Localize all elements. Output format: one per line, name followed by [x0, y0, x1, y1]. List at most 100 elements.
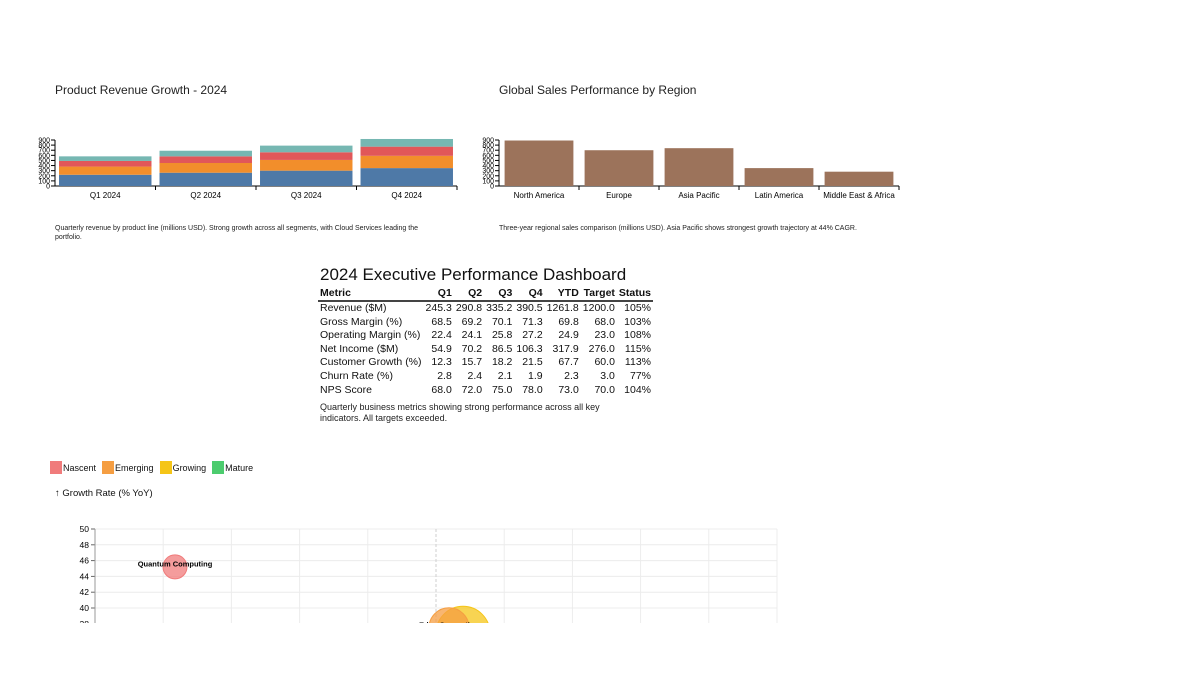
table-cell: 15.7 — [461, 356, 483, 369]
legend-item: Nascent — [50, 461, 96, 474]
table-cell: 68.0 — [431, 383, 452, 396]
dashboard-title: 2024 Executive Performance Dashboard — [320, 265, 627, 284]
table-cell: 103% — [624, 315, 651, 328]
bubble-y-tick-label: 38 — [80, 619, 90, 623]
bubble-point — [162, 554, 188, 580]
bubble-label: Quantum Computing — [138, 559, 213, 568]
chart1-bar-segment — [260, 152, 353, 160]
table-cell: 276.0 — [588, 342, 615, 355]
chart1-bar-segment — [59, 156, 152, 161]
chart2-x-tick-label: Asia Pacific — [678, 191, 719, 200]
table-body: Revenue ($M) 245.3 290.8 335.2 390.5 1261.8 12… — [318, 301, 653, 397]
table-cell: Operating Margin (%) — [320, 329, 421, 342]
table-row: Net Income ($M) 54.9 70.2 86.5 106.3 317.9 276… — [318, 343, 653, 357]
chart1-bar-segment — [360, 146, 453, 156]
table-cell: 68.5 — [431, 315, 452, 328]
table-cell: 317.9 — [552, 342, 579, 355]
table-cell: 25.8 — [491, 329, 513, 342]
table-header-cell: YTD — [544, 287, 581, 302]
metrics-table: Metric Q1 Q2 Q3 Q4 YTD Target Status Revenue ($… — [318, 287, 653, 397]
table-cell: 1.9 — [528, 369, 543, 382]
table-cell: 69.2 — [461, 315, 483, 328]
table-cell: Churn Rate (%) — [320, 369, 393, 382]
legend-label: Emerging — [115, 462, 154, 473]
table-cell: Customer Growth (%) — [320, 356, 422, 369]
table-cell: 24.1 — [461, 329, 483, 342]
chart2-bar — [744, 168, 814, 186]
table-cell: 1261.8 — [546, 302, 579, 314]
table-cell: 75.0 — [491, 383, 513, 396]
table-cell: 68.0 — [594, 315, 615, 328]
table-cell: 22.4 — [431, 329, 452, 342]
table-cell: 27.2 — [522, 329, 543, 342]
chart1-y-tick-label: 400 — [38, 163, 50, 170]
table-row: Operating Margin (%) 22.4 24.1 25.8 27.2 24.9… — [318, 329, 653, 343]
chart1-bar-segment — [260, 159, 353, 171]
chart2-y-tick-label: 400 — [482, 163, 494, 170]
bubble-legend: Nascent Emerging Growing Mature — [50, 461, 253, 474]
chart1-y-tick-label: 700 — [38, 148, 50, 155]
table-cell: 71.3 — [522, 315, 543, 328]
table-cell: 245.3 — [425, 302, 452, 314]
table-cell: 70.2 — [461, 342, 483, 355]
chart1-y-tick-label: 800 — [38, 143, 50, 150]
chart1-x-tick-label: Q3 2024 — [291, 191, 322, 200]
chart1-x-tick-label: Q4 2024 — [391, 191, 422, 200]
table-cell: 78.0 — [522, 383, 543, 396]
table-header-cell: Q4 — [514, 287, 545, 302]
table-cell: 70.1 — [491, 315, 513, 328]
chart1-title: Product Revenue Growth - 2024 — [55, 83, 228, 97]
legend-label: Nascent — [63, 462, 97, 473]
table-cell: 108% — [624, 329, 651, 342]
table-cell: 290.8 — [455, 302, 483, 314]
table-cell: 2.8 — [437, 369, 452, 382]
chart1-caption: Quarterly revenue by product line (milli… — [55, 225, 418, 241]
chart1-bar-segment — [159, 172, 252, 186]
chart1-bar-segment — [260, 170, 353, 186]
table-header-row: Metric Q1 Q2 Q3 Q4 YTD Target Status — [318, 287, 653, 302]
legend-item: Growing — [159, 461, 206, 474]
table-cell: NPS Score — [320, 383, 372, 396]
bubble-y-tick-label: 46 — [80, 556, 90, 566]
chart2-x-tick-label: Latin America — [755, 191, 804, 200]
chart1-bar-segment — [59, 166, 152, 175]
chart1-bar-segment — [260, 145, 353, 153]
chart1-y-tick-label: 0 — [46, 184, 50, 191]
table-cell: 3.0 — [600, 369, 615, 382]
bubble-y-tick-label: 40 — [80, 603, 90, 613]
chart2-y-tick-label: 300 — [482, 168, 494, 175]
table-cell: 86.5 — [491, 342, 513, 355]
table-cell: 73.0 — [558, 383, 579, 396]
bubble-label: Edge Computing — [419, 620, 479, 623]
chart1-bar-segment — [360, 155, 453, 169]
chart1-y-tick-label: 100 — [38, 178, 50, 185]
table-cell: 2.3 — [564, 369, 579, 382]
chart2-y-tick-label: 700 — [482, 148, 494, 155]
table-cell: 24.9 — [558, 329, 579, 342]
bubble-point — [429, 607, 469, 623]
table-cell: Gross Margin (%) — [320, 315, 403, 328]
bubble-y-tick-label: 44 — [80, 571, 90, 581]
chart2-bar — [584, 150, 654, 186]
table-cell: 1200.0 — [582, 302, 615, 314]
table-cell: 106.3 — [516, 342, 543, 355]
chart2-x-tick-label: Middle East & Africa — [823, 191, 895, 200]
legend-item: Emerging — [102, 461, 154, 474]
table-caption: Quarterly business metrics showing stron… — [320, 402, 600, 423]
table-cell: 115% — [624, 342, 651, 355]
table-cell: 105% — [624, 302, 651, 314]
chart1-y-tick-label: 200 — [38, 173, 50, 180]
chart2-y-tick-label: 0 — [490, 184, 494, 191]
table-cell: 67.7 — [558, 356, 579, 369]
chart1-x-tick-label: Q2 2024 — [190, 191, 221, 200]
chart1-bar-segment — [159, 150, 252, 157]
chart1-bar-segment — [59, 174, 152, 186]
table-cell: 2.1 — [497, 369, 513, 382]
chart2-y-tick-label: 200 — [482, 173, 494, 180]
bubble-chart-svg: 50 48 46 44 42 40 38 Quantum Computing Edge Comp… — [80, 524, 778, 623]
legend-swatch — [102, 461, 115, 474]
table-row: Customer Growth (%) 12.3 15.7 18.2 21.5 67.7 6… — [318, 356, 653, 370]
table-row: Revenue ($M) 245.3 290.8 335.2 390.5 1261.8 12… — [318, 301, 653, 316]
table-cell: 12.3 — [431, 356, 452, 369]
